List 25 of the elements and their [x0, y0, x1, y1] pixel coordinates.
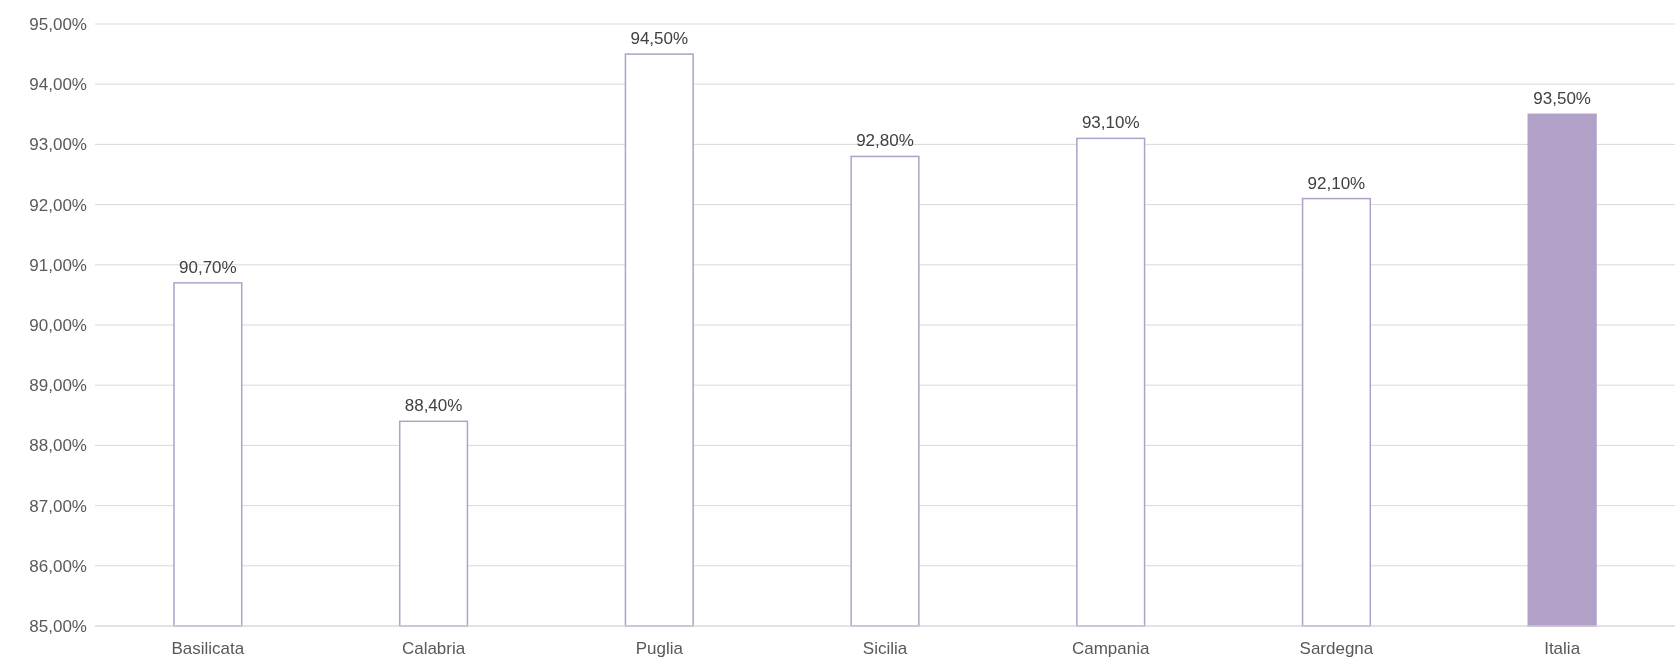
data-label: 93,10% [1081, 113, 1140, 133]
x-tick-label: Puglia [635, 639, 684, 658]
x-tick-label: Basilicata [171, 639, 245, 658]
y-tick-label: 95,00% [29, 14, 87, 34]
data-label: 93,50% [1533, 89, 1591, 109]
y-tick-label: 92,00% [29, 195, 87, 215]
y-tick-label: 87,00% [29, 496, 87, 516]
data-label: 90,70% [179, 257, 237, 277]
x-tick-label: Italia [1544, 639, 1581, 658]
data-label: 94,50% [630, 29, 689, 49]
x-tick-label: Campania [1071, 639, 1150, 658]
y-tick-label: 91,00% [29, 255, 87, 275]
y-tick-label: 93,00% [29, 135, 87, 155]
data-label: 92,80% [856, 131, 914, 151]
y-tick-label: 94,00% [29, 75, 87, 95]
x-tick-label: Sicilia [862, 639, 908, 658]
y-tick-label: 88,00% [29, 436, 87, 456]
data-label: 92,10% [1307, 173, 1366, 193]
y-tick-label: 86,00% [29, 556, 87, 576]
y-tick-label: 90,00% [29, 315, 87, 335]
data-label: 88,40% [404, 396, 463, 416]
x-tick-label: Sardegna [1299, 639, 1374, 658]
y-tick-label: 85,00% [29, 616, 87, 636]
y-tick-label: 89,00% [29, 376, 87, 396]
x-tick-label: Calabria [401, 639, 466, 658]
